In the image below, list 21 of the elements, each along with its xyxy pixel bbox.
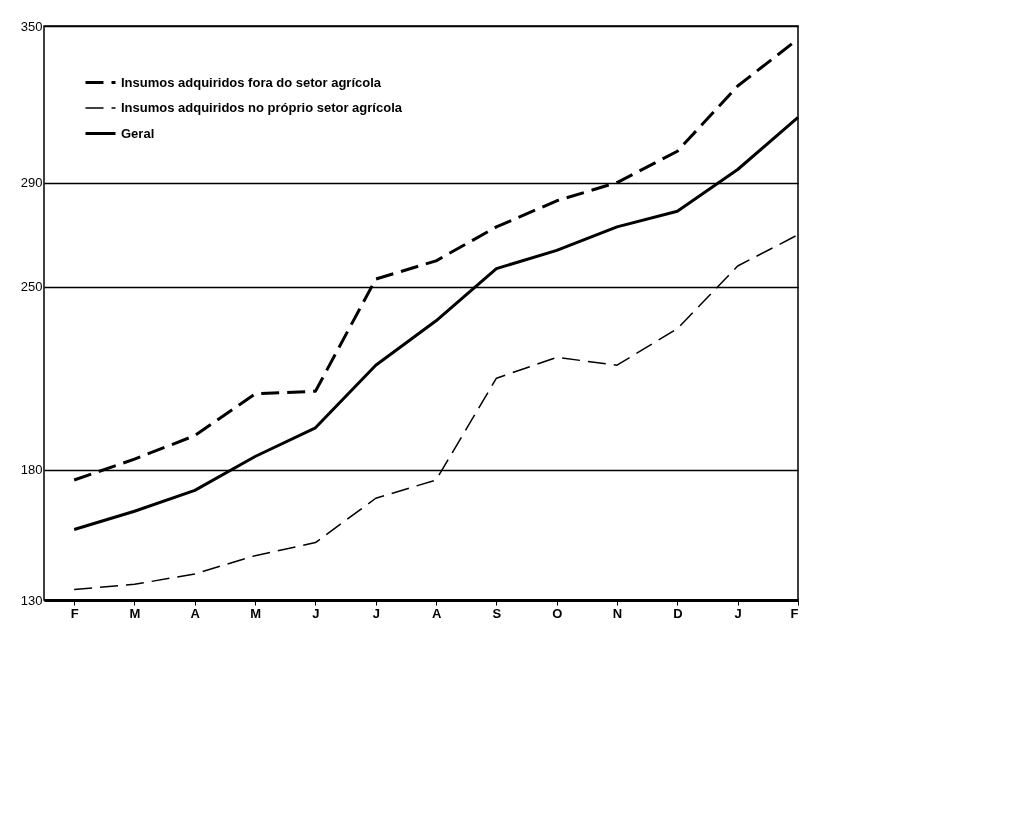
x-tick-label: J	[312, 605, 320, 621]
x-tick-label: M	[250, 605, 262, 621]
y-tick-label: 350	[20, 18, 43, 34]
x-tick-label: F	[70, 605, 79, 621]
x-tick-label: N	[612, 605, 623, 621]
y-tick-label: 290	[20, 175, 43, 191]
x-tick-label: A	[431, 605, 442, 621]
y-tick-label: 130	[20, 592, 43, 608]
y-tick-label: 250	[20, 279, 43, 295]
x-tick-label: J	[734, 605, 742, 621]
x-tick-label: S	[492, 605, 502, 621]
legend-label: Geral	[121, 125, 155, 141]
y-tick-label: 180	[20, 462, 43, 478]
x-tick-label: A	[190, 605, 201, 621]
x-tick-label: M	[129, 605, 141, 621]
x-tick-label: J	[372, 605, 380, 621]
legend-label: Insumos adquiridos fora do setor agrícola	[121, 74, 382, 90]
x-tick-label: D	[673, 605, 683, 621]
legend-label: Insumos adquiridos no próprio setor agrícola	[121, 100, 403, 115]
x-tick-label: F	[790, 605, 799, 621]
x-tick-label: O	[552, 605, 563, 621]
